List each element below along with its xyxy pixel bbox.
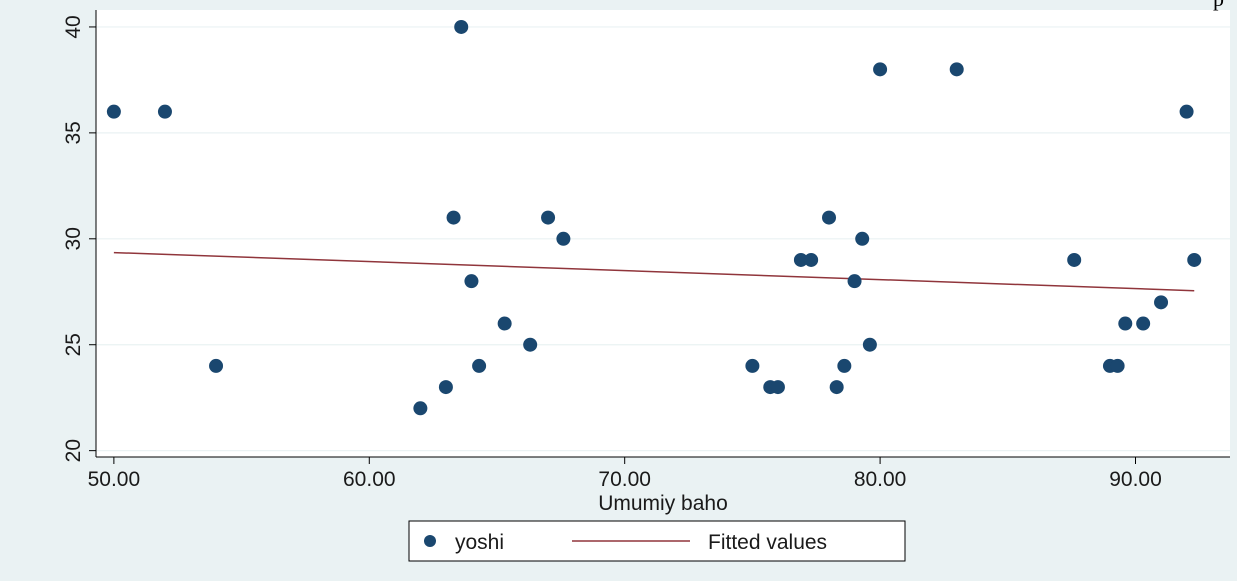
data-point [472, 358, 487, 373]
data-point [1118, 316, 1133, 331]
plot-area [96, 10, 1230, 457]
data-point [209, 358, 224, 373]
data-point [497, 316, 512, 331]
data-point [949, 62, 964, 77]
data-point [837, 358, 852, 373]
data-point [1154, 295, 1169, 310]
data-point [1179, 104, 1194, 119]
data-point [804, 252, 819, 267]
data-point [1136, 316, 1151, 331]
x-tick-label: 60.00 [343, 468, 396, 491]
x-tick-label: 70.00 [598, 468, 651, 491]
y-tick-label: 25 [62, 333, 85, 356]
y-tick-label: 40 [62, 15, 85, 38]
fitted-line-layer [113, 251, 1195, 292]
data-point [1067, 252, 1082, 267]
data-point [446, 210, 461, 225]
data-point [1110, 358, 1125, 373]
corner-text: p [1213, 0, 1224, 11]
data-point [157, 104, 172, 119]
legend: yoshi Fitted values [408, 520, 906, 562]
y-tick-label: 20 [62, 439, 85, 462]
data-point [847, 274, 862, 289]
data-point [822, 210, 837, 225]
data-point [829, 380, 844, 395]
data-point [556, 231, 571, 246]
x-axis-title: Umumiy baho [598, 492, 728, 515]
scatter-points [106, 19, 1202, 416]
data-point [770, 380, 785, 395]
x-tick-label: 90.00 [1109, 468, 1162, 491]
y-tick-label: 35 [62, 121, 85, 144]
data-point [855, 231, 870, 246]
x-tick-label: 80.00 [854, 468, 907, 491]
data-point [464, 274, 479, 289]
fitted-values-line [113, 251, 1195, 292]
data-point [438, 380, 453, 395]
legend-marker-yoshi [424, 535, 436, 547]
data-point [1187, 252, 1202, 267]
data-point [873, 62, 888, 77]
axes: 50.00 60.00 70.00 80.00 90.00 20 25 30 35 40 [62, 10, 1230, 491]
data-point [793, 252, 808, 267]
data-point [541, 210, 556, 225]
legend-label-fitted: Fitted values [708, 531, 827, 554]
data-point [454, 19, 469, 34]
x-tick-label: 50.00 [88, 468, 141, 491]
data-point [106, 104, 121, 119]
data-point [745, 358, 760, 373]
top-decoration-bar [260, 0, 820, 8]
legend-label-yoshi: yoshi [455, 531, 504, 554]
data-point [862, 337, 877, 352]
gridlines [96, 26, 1230, 452]
y-tick-label: 30 [62, 227, 85, 250]
data-point [413, 401, 428, 416]
data-point [523, 337, 538, 352]
